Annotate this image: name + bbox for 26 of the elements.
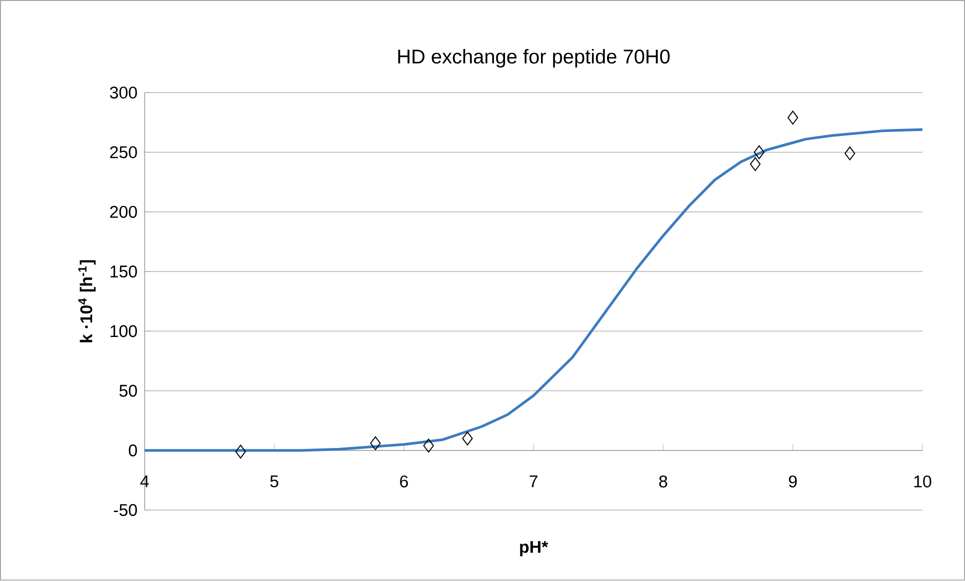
x-tick-label: 6 (400, 476, 408, 488)
point (235, 444, 246, 459)
x-tick-label: 8 (659, 476, 668, 488)
x-tick-label: 10 (914, 476, 932, 488)
point (788, 110, 798, 125)
x-tick-label: 5 (270, 476, 278, 488)
x-axis-title: pH* (520, 541, 548, 556)
x-tick-label: 7 (530, 476, 538, 488)
point (370, 436, 381, 450)
x-tick-label: 4 (140, 476, 149, 488)
y-tick-label: 200 (110, 206, 137, 218)
point (754, 146, 764, 160)
chart-title: HD exchange for peptide 70H0 (398, 49, 670, 68)
y-tick-label: 150 (110, 266, 137, 278)
y-tick-label: 300 (110, 86, 137, 99)
y-axis-title: k ·10$^{4}$ [h$^{-1}$] (78, 260, 96, 342)
point (462, 432, 473, 446)
point (423, 438, 434, 453)
y-tick-label: 50 (119, 384, 137, 397)
point (750, 157, 761, 172)
y-tick-label: 100 (110, 325, 137, 338)
y-tick-label: -50 (114, 504, 137, 516)
y-tick-label: 250 (110, 146, 137, 158)
x-tick-label: 9 (788, 476, 797, 488)
y-tick-label: 0 (128, 444, 137, 457)
point (844, 146, 856, 161)
